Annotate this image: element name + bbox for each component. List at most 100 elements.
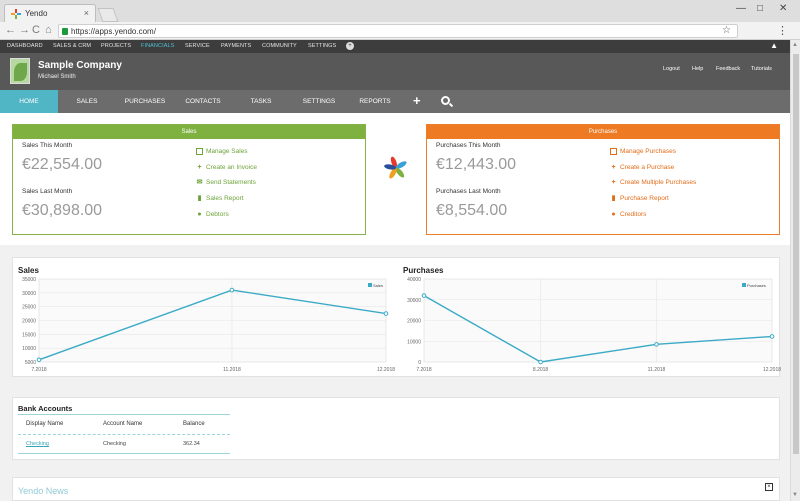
col-balance: Balance — [183, 421, 205, 427]
bank-row-account: Checking — [103, 441, 126, 447]
bank-row-display[interactable]: Checking — [26, 441, 49, 447]
logout-link[interactable]: Logout — [663, 66, 680, 72]
help-link[interactable]: Help — [692, 66, 704, 72]
bank-row-balance: 362.34 — [183, 441, 200, 447]
create-purchase-link[interactable]: + Create a Purchase — [610, 160, 696, 176]
sales-y-tick-label: 20000 — [22, 319, 36, 325]
sales-report-link[interactable]: ▮ Sales Report — [196, 191, 257, 207]
maximize-icon[interactable]: □ — [757, 3, 764, 14]
charts-section: Sales Purchases 5000 10000 15000 20000 25000… — [12, 257, 781, 377]
menu-contacts[interactable]: CONTACTS — [185, 98, 221, 105]
scrollbar-thumb[interactable] — [793, 54, 799, 454]
topnav-payments[interactable]: PAYMENTS — [221, 43, 252, 49]
manage-purchases-label: Manage Purchases — [620, 148, 677, 156]
menu-home[interactable]: HOME — [0, 90, 58, 113]
sales-x-tick-label: 11.2018 — [223, 367, 241, 373]
url-text: https://apps.yendo.com/ — [71, 27, 156, 36]
menu-sales[interactable]: SALES — [76, 98, 98, 105]
purchases-panel-title: Purchases — [427, 125, 779, 139]
bookmark-star-icon[interactable]: ☆ — [722, 25, 731, 36]
plus-icon: + — [197, 163, 202, 171]
create-invoice-link[interactable]: + Create an Invoice — [196, 160, 257, 176]
page-scrollbar[interactable]: ▲ ▼ — [790, 40, 800, 501]
bar-chart-icon: ▮ — [197, 195, 202, 203]
back-icon[interactable]: ← — [5, 24, 16, 36]
menu-reports[interactable]: REPORTS — [359, 98, 391, 105]
reload-icon[interactable]: C — [32, 24, 40, 36]
plus-icon: + — [611, 163, 616, 171]
create-multiple-purchases-link[interactable]: + Create Multiple Purchases — [610, 175, 696, 191]
sales-panel: Sales Sales This Month €22,554.00 Sales … — [12, 124, 366, 235]
manage-sales-link[interactable]: Manage Sales — [196, 144, 257, 160]
browser-address-bar: ← → C ⌂ https://apps.yendo.com/ ☆ ⋮ — [0, 22, 800, 40]
purchases-this-month-label: Purchases This Month — [436, 142, 501, 149]
sales-this-month-value: €22,554.00 — [22, 156, 103, 173]
sales-legend-label: Sales — [373, 283, 383, 288]
sales-y-tick-label: 35000 — [22, 277, 36, 283]
window-close-icon[interactable]: ✕ — [779, 3, 788, 14]
lock-icon — [62, 28, 68, 35]
create-purchase-label: Create a Purchase — [620, 163, 675, 171]
sales-legend-swatch — [368, 283, 372, 287]
sales-this-month-label: Sales This Month — [22, 142, 73, 149]
forward-icon[interactable]: → — [19, 24, 30, 36]
topnav-sales-crm[interactable]: SALES & CRM — [53, 43, 92, 49]
topnav-dashboard[interactable]: DASHBOARD — [7, 43, 43, 49]
manage-purchases-link[interactable]: Manage Purchases — [610, 144, 696, 160]
person-icon: ● — [611, 210, 616, 218]
browser-menu-icon[interactable]: ⋮ — [777, 25, 788, 37]
menu-tasks[interactable]: TASKS — [250, 98, 272, 105]
sales-y-tick-label: 15000 — [22, 332, 36, 338]
purchases-last-month-value: €8,554.00 — [436, 202, 508, 219]
menu-settings[interactable]: SETTINGS — [302, 98, 336, 105]
main-menu: HOME SALES PURCHASES CONTACTS TASKS SETT… — [0, 90, 790, 113]
tab-close-icon[interactable]: × — [83, 8, 89, 18]
news-title: Yendo News — [18, 486, 69, 496]
purchases-data-point — [654, 342, 659, 347]
home-icon[interactable]: ⌂ — [45, 24, 52, 36]
browser-tab[interactable]: Yendo × — [4, 4, 96, 22]
company-name: Sample Company — [38, 60, 122, 71]
browser-tab-title: Yendo — [25, 9, 48, 18]
manage-sales-label: Manage Sales — [206, 148, 248, 156]
minimize-icon[interactable]: — — [736, 3, 746, 14]
person-icon: ● — [197, 210, 202, 218]
user-name: Michael Smith — [38, 74, 76, 80]
creditors-link[interactable]: ● Creditors — [610, 206, 696, 222]
scroll-down-icon[interactable]: ▼ — [792, 492, 798, 498]
add-icon[interactable]: + — [413, 93, 421, 108]
purchases-series-line — [423, 294, 773, 363]
topnav-financials[interactable]: FINANCIALS — [141, 43, 175, 49]
send-statements-link[interactable]: ✉ Send Statements — [196, 175, 257, 191]
purchase-report-link[interactable]: ▮ Purchase Report — [610, 191, 696, 207]
collapse-header-icon[interactable]: ▲ — [770, 41, 778, 50]
purchases-legend-swatch — [742, 283, 746, 287]
sales-x-tick-label: 12.2018 — [377, 367, 395, 373]
debtors-link[interactable]: ● Debtors — [196, 206, 257, 222]
news-close-icon[interactable]: × — [765, 483, 773, 491]
scroll-up-icon[interactable]: ▲ — [792, 42, 798, 48]
purchases-x-tick-label: 11.2018 — [648, 367, 666, 373]
bar-chart-icon: ▮ — [611, 195, 616, 203]
bank-accounts-panel: Bank Accounts Display Name Account Name … — [12, 397, 780, 460]
topnav-service[interactable]: SERVICE — [185, 43, 210, 49]
sales-actions: Manage Sales + Create an Invoice ✉ Send St… — [196, 144, 257, 222]
tutorials-link[interactable]: Tutorials — [751, 66, 772, 72]
top-navigation: DASHBOARD SALES & CRM PROJECTS FINANCIAL… — [0, 40, 790, 53]
new-tab-button[interactable] — [97, 8, 119, 22]
sales-y-tick-label: 25000 — [22, 305, 36, 311]
company-logo — [10, 58, 30, 84]
topnav-community[interactable]: COMMUNITY — [262, 43, 297, 49]
feedback-link[interactable]: Feedback — [716, 66, 741, 72]
create-invoice-label: Create an Invoice — [206, 163, 257, 171]
url-input[interactable]: https://apps.yendo.com/ ☆ — [58, 24, 738, 38]
search-icon[interactable] — [441, 96, 450, 105]
more-modules-icon[interactable]: + — [346, 42, 354, 50]
topnav-settings[interactable]: SETTINGS — [308, 43, 337, 49]
charts-svg: 5000 10000 15000 20000 25000 30000 35000 7.2018… — [22, 277, 781, 373]
topnav-projects[interactable]: PROJECTS — [101, 43, 132, 49]
purchases-data-point — [769, 334, 775, 339]
menu-purchases[interactable]: PURCHASES — [124, 98, 166, 105]
company-header: Sample Company Michael Smith Logout Help… — [0, 53, 790, 90]
sales-y-tick-label: 10000 — [22, 346, 36, 352]
